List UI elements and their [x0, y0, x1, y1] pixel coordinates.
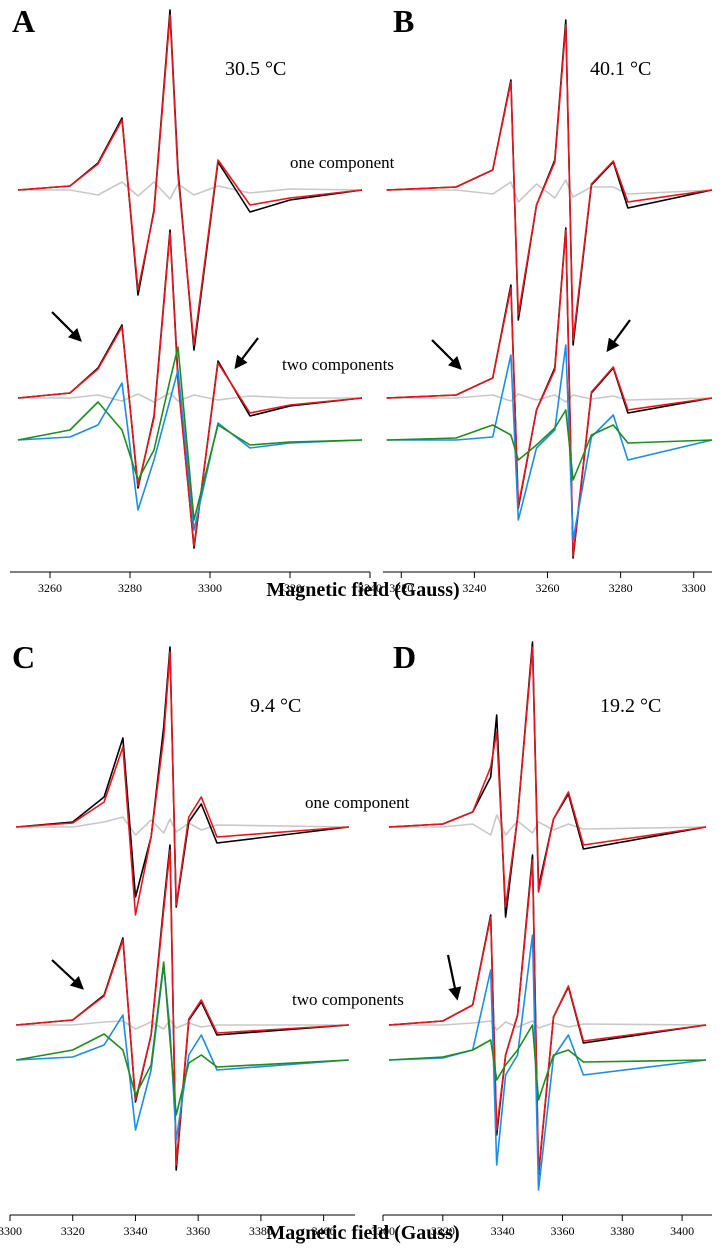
- x-tick-label: 3320: [61, 1224, 85, 1238]
- x-tick-label: 3380: [610, 1224, 634, 1238]
- spectrum: [17, 232, 363, 547]
- panel-label: B: [393, 3, 414, 39]
- spectrum: [388, 646, 707, 908]
- annotation: two components: [292, 990, 404, 1009]
- x-tick-label: 3260: [38, 581, 62, 595]
- x-tick-label: 3240: [462, 581, 486, 595]
- x-tick-label: 3280: [118, 581, 142, 595]
- spectrum: [16, 646, 349, 908]
- spectrum: [388, 1024, 707, 1101]
- spectrum: [16, 849, 349, 1166]
- panel-label: D: [393, 639, 416, 675]
- spectrum: [16, 1019, 349, 1030]
- spectrum: [386, 179, 713, 203]
- x-tick-label: 3360: [186, 1224, 210, 1238]
- x-axis-label: Magnetic field (Gauss): [266, 1222, 459, 1244]
- spectrum: [386, 393, 713, 403]
- x-tick-label: 3360: [550, 1224, 574, 1238]
- arrow: [431, 339, 462, 370]
- spectrum: [388, 854, 707, 1176]
- spectrum: [18, 392, 362, 403]
- spectrum: [386, 409, 713, 481]
- arrow: [606, 319, 631, 353]
- temperature: 19.2 °C: [600, 695, 661, 717]
- x-tick-label: 3340: [491, 1224, 515, 1238]
- spectrum: [386, 19, 713, 346]
- spectrum: [16, 651, 349, 916]
- x-tick-label: 3340: [358, 581, 382, 595]
- spectrum: [16, 961, 349, 1116]
- arrow: [51, 959, 84, 990]
- x-tick-label: 3340: [123, 1224, 147, 1238]
- annotation: two components: [282, 355, 394, 374]
- x-tick-label: 3300: [371, 1224, 395, 1238]
- arrow: [51, 311, 82, 342]
- x-axis-label: Magnetic field (Gauss): [266, 579, 459, 601]
- annotation: one component: [305, 793, 410, 812]
- panel-label: A: [12, 3, 35, 39]
- x-tick-label: 3400: [670, 1224, 694, 1238]
- x-tick-label: 3220: [389, 581, 413, 595]
- spectrum: [386, 24, 713, 341]
- spectrum: [17, 369, 363, 531]
- x-tick-label: 3380: [249, 1224, 273, 1238]
- x-tick-label: 3300: [682, 581, 706, 595]
- temperature: 30.5 °C: [225, 58, 286, 80]
- spectrum: [17, 346, 363, 521]
- x-tick-label: 3260: [536, 581, 560, 595]
- spectrum: [389, 1020, 707, 1031]
- temperature: 9.4 °C: [250, 695, 301, 717]
- spectrum: [16, 816, 349, 836]
- x-tick-label: 3300: [0, 1224, 22, 1238]
- panel-label: C: [12, 639, 35, 675]
- arrow: [234, 337, 259, 370]
- spectrum: [388, 641, 707, 918]
- x-tick-label: 3300: [198, 581, 222, 595]
- annotation: one component: [290, 153, 395, 172]
- arrows: [51, 311, 631, 1001]
- temperature: 40.1 °C: [590, 58, 651, 80]
- x-tick-label: 3280: [609, 581, 633, 595]
- x-tick-label: 3320: [431, 1224, 455, 1238]
- arrow: [446, 954, 462, 1001]
- spectrum: [386, 344, 713, 541]
- spectrum: [386, 229, 713, 557]
- spectrum: [388, 934, 707, 1191]
- spectrum: [17, 14, 363, 346]
- spectrum: [18, 181, 363, 200]
- x-tick-label: 3400: [312, 1224, 336, 1238]
- spectrum: [386, 227, 713, 559]
- spectrum: [388, 859, 707, 1174]
- x-tick-label: 3320: [278, 581, 302, 595]
